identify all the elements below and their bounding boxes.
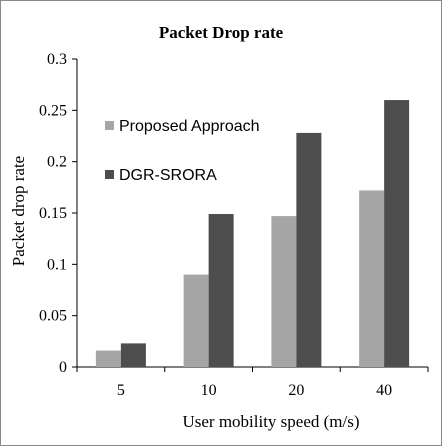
x-tick-label: 10	[201, 382, 217, 399]
y-tick-label: 0.1	[47, 256, 67, 273]
chart-title: Packet Drop rate	[159, 23, 284, 42]
legend-label: DGR-SRORA	[119, 167, 217, 184]
bars	[95, 100, 410, 368]
y-tick-label: 0.15	[39, 205, 67, 222]
x-tick-label: 5	[117, 382, 125, 399]
x-tick-label: 40	[376, 382, 392, 399]
x-axis-ticks: 5 10 20 40	[76, 367, 429, 399]
bar-proposed-approach-10	[183, 274, 209, 367]
bar-proposed-approach-20	[271, 216, 297, 367]
bar-proposed-approach-40	[359, 190, 385, 367]
bar-dgr-srora-10	[208, 214, 234, 367]
y-tick-label: 0.2	[47, 154, 67, 171]
legend-swatch	[105, 121, 114, 130]
x-axis-label: User mobility speed (m/s)	[182, 412, 359, 431]
y-axis-ticks: 0 0.05 0.1 0.15 0.2 0.25 0.3	[39, 51, 77, 376]
bar-dgr-srora-40	[384, 100, 410, 368]
legend-swatch	[105, 170, 114, 179]
y-tick-label: 0.3	[47, 51, 67, 68]
x-tick-label: 20	[288, 382, 304, 399]
y-axis-label: Packet drop rate	[9, 156, 28, 266]
y-tick-label: 0	[59, 359, 67, 376]
bar-dgr-srora-20	[296, 132, 322, 367]
bar-dgr-srora-5	[120, 343, 146, 367]
y-tick-label: 0.05	[39, 308, 67, 325]
legend-label: Proposed Approach	[119, 118, 260, 135]
bar-proposed-approach-5	[95, 350, 121, 367]
y-tick-label: 0.25	[39, 102, 67, 119]
legend: Proposed Approach DGR-SRORA	[105, 118, 260, 184]
